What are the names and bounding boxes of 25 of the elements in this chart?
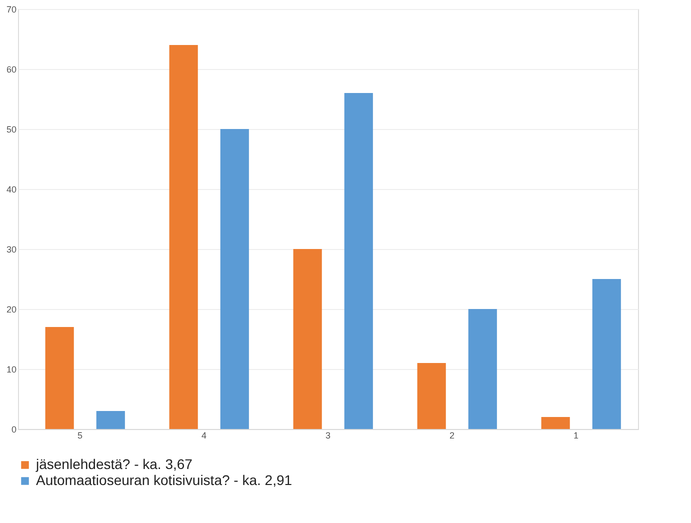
bar bbox=[220, 129, 249, 429]
bar bbox=[169, 45, 198, 429]
bar bbox=[45, 327, 74, 429]
y-tick-label: 70 bbox=[6, 4, 16, 14]
x-tick-label: 2 bbox=[449, 430, 455, 440]
y-tick-label: 20 bbox=[6, 304, 16, 314]
y-tick-label: 10 bbox=[6, 364, 16, 374]
y-tick-label: 50 bbox=[6, 124, 16, 134]
x-tick-label: 1 bbox=[573, 430, 579, 440]
x-tick-label: 3 bbox=[325, 430, 331, 440]
bar bbox=[417, 363, 446, 429]
bar bbox=[592, 279, 621, 429]
y-tick-label: 0 bbox=[11, 424, 16, 434]
y-tick-label: 30 bbox=[6, 244, 16, 254]
x-tick-label: 5 bbox=[77, 430, 83, 440]
bar bbox=[96, 411, 125, 429]
x-tick-label: 4 bbox=[201, 430, 207, 440]
bar bbox=[344, 93, 373, 429]
y-tick-label: 40 bbox=[6, 184, 16, 194]
bar bbox=[541, 417, 570, 429]
bar bbox=[293, 249, 322, 429]
y-tick-label: 60 bbox=[6, 64, 16, 74]
bar bbox=[468, 309, 497, 429]
legend-label: jäsenlehdestä? - ka. 3,67 bbox=[35, 456, 193, 472]
legend-label: Automaatioseuran kotisivuista? - ka. 2,91 bbox=[36, 472, 292, 488]
